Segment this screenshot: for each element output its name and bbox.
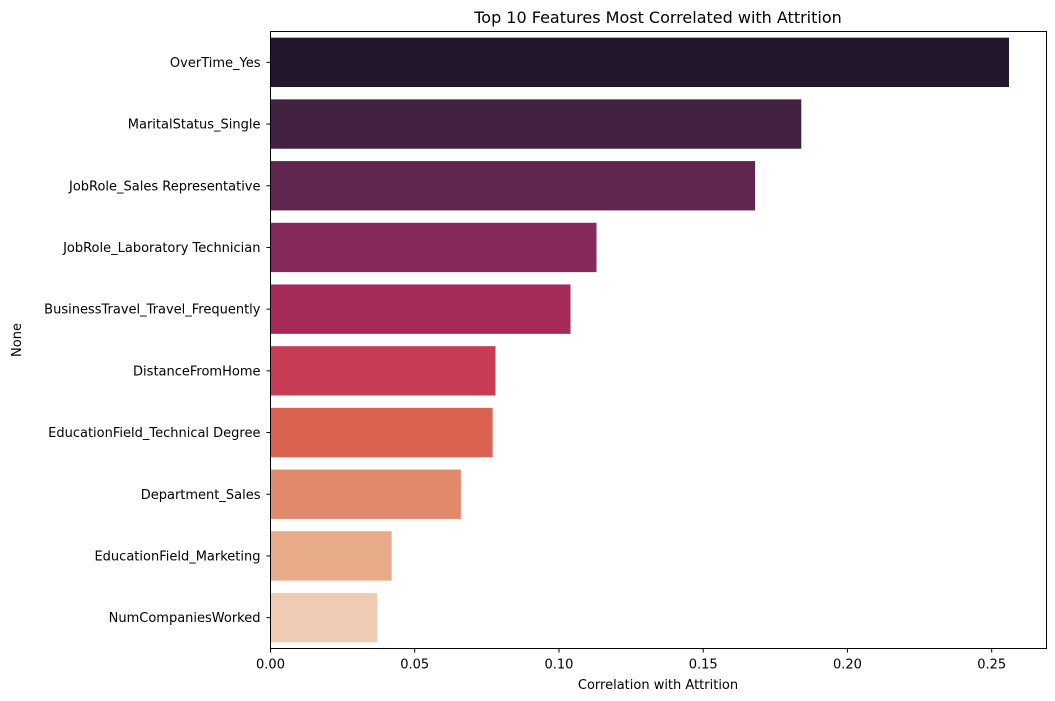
bars-group — [270, 37, 1009, 643]
y-tick-label: Department_Sales — [141, 488, 261, 503]
y-tick-label: JobRole_Sales Representative — [68, 179, 261, 194]
plot-frame — [270, 31, 1047, 649]
x-axis-label: Correlation with Attrition — [578, 678, 738, 693]
x-tick-label: 0.05 — [400, 658, 429, 673]
chart-title: Top 10 Features Most Correlated with Att… — [473, 8, 842, 27]
bar — [270, 222, 597, 273]
bar — [270, 407, 493, 458]
x-tick-label: 0.15 — [689, 658, 718, 673]
x-tick-label: 0.20 — [833, 658, 862, 673]
y-tick-label: JobRole_Laboratory Technician — [62, 241, 260, 256]
x-tick-label: 0.00 — [256, 658, 285, 673]
y-tick-label: MaritalStatus_Single — [128, 118, 261, 133]
bar — [270, 469, 461, 519]
bar — [270, 284, 571, 334]
y-tick-label: BusinessTravel_Travel_Frequently — [44, 303, 261, 318]
bar — [270, 161, 756, 211]
y-tick-label: EducationField_Technical Degree — [48, 426, 260, 441]
y-tick-label: DistanceFromHome — [133, 364, 260, 379]
bar — [270, 99, 802, 149]
x-tick-label: 0.10 — [544, 658, 573, 673]
bar — [270, 592, 378, 643]
bar — [270, 346, 496, 396]
y-tick-label: OverTime_Yes — [170, 56, 261, 71]
y-tick-label: EducationField_Marketing — [94, 549, 260, 564]
x-tick-label: 0.25 — [977, 658, 1006, 673]
bar — [270, 531, 392, 581]
y-tick-label: NumCompaniesWorked — [109, 611, 261, 626]
y-axis-label: None — [10, 323, 25, 357]
x-ticks: 0.00 0.05 0.10 0.15 0.20 0.25 — [256, 648, 1006, 673]
bar — [270, 37, 1009, 88]
y-tick-labels: OverTime_Yes MaritalStatus_Single JobRole_… — [44, 56, 271, 626]
